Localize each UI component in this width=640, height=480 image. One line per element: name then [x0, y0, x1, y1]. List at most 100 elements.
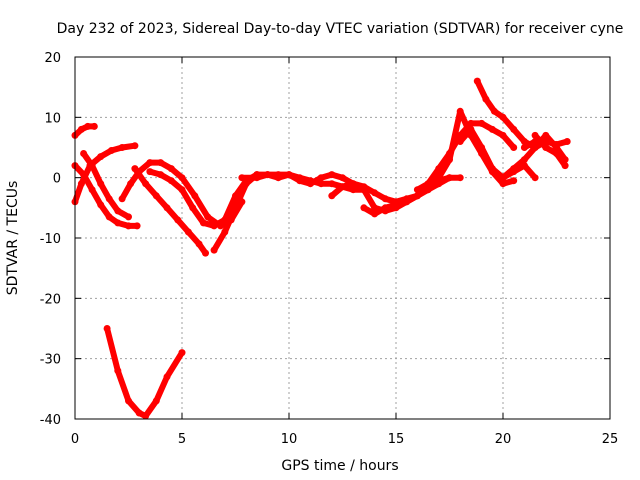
data-point [510, 125, 518, 133]
data-point [195, 240, 203, 248]
data-point [114, 207, 122, 215]
chart-title: Day 232 of 2023, Sidereal Day-to-day VTE… [57, 21, 624, 37]
data-point [413, 186, 421, 194]
y-tick-label: 20 [44, 51, 61, 66]
data-point [146, 168, 154, 176]
data-point [510, 177, 518, 185]
data-point [199, 219, 207, 227]
data-point [238, 174, 246, 182]
x-axis-label: GPS time / hours [281, 458, 398, 474]
data-point [125, 222, 132, 230]
data-point [242, 180, 250, 188]
data-point [424, 180, 432, 188]
data-point [435, 174, 443, 182]
data-point [381, 204, 389, 212]
data-point [274, 171, 282, 179]
data-point [490, 107, 498, 115]
data-point [77, 180, 85, 188]
data-point [488, 165, 496, 173]
data-point [467, 125, 475, 133]
data-point [520, 156, 528, 164]
data-point [103, 325, 111, 332]
data-point [157, 171, 165, 179]
data-point [296, 177, 304, 185]
data-point [553, 141, 560, 148]
data-point [84, 122, 92, 130]
data-point [189, 204, 197, 212]
data-point [317, 174, 325, 182]
data-point [133, 222, 141, 230]
data-point [105, 213, 113, 221]
data-point [127, 180, 135, 188]
data-point [510, 144, 518, 151]
data-point [392, 201, 400, 209]
data-point [221, 228, 229, 236]
data-point [456, 138, 464, 145]
data-point [88, 162, 96, 170]
data-point [446, 174, 453, 182]
data-point [184, 228, 192, 236]
data-point [488, 125, 496, 133]
x-tick-label: 15 [388, 432, 405, 447]
data-point [232, 204, 239, 212]
data-point [371, 210, 379, 218]
data-point [118, 144, 126, 151]
data-point [456, 107, 464, 115]
data-point [499, 131, 507, 139]
data-point [178, 186, 186, 194]
data-point [553, 150, 560, 157]
grid [75, 57, 610, 419]
data-point [152, 192, 160, 200]
data-point [191, 192, 199, 200]
data-point [178, 174, 186, 182]
data-point [285, 171, 293, 179]
data-point [131, 165, 139, 173]
data-point [264, 171, 272, 179]
data-point [202, 249, 209, 257]
data-point [328, 171, 336, 179]
data-point [157, 159, 165, 167]
data-point [446, 156, 453, 164]
data-point [114, 367, 122, 375]
y-tick-label: -40 [40, 413, 61, 428]
series-line-arc-12 [414, 108, 517, 193]
data-point [328, 192, 336, 200]
data-point [456, 174, 464, 182]
data-point [90, 122, 98, 130]
data-point [77, 125, 85, 133]
data-point [510, 165, 518, 173]
data-point [163, 204, 171, 212]
x-tick-label: 10 [281, 432, 298, 447]
data-point [80, 171, 88, 179]
data-point [167, 165, 175, 173]
data-point [563, 138, 571, 145]
x-tick-label: 5 [178, 432, 186, 447]
data-point [542, 144, 550, 151]
data-point [118, 195, 126, 203]
data-point [478, 144, 486, 151]
data-point [531, 131, 539, 139]
data-point [80, 150, 88, 157]
x-tick-label: 20 [495, 432, 512, 447]
series-line-arc-17 [532, 132, 569, 169]
data-point [306, 180, 314, 188]
axis-ticks: 0 5 10 15 20 25 20 10 0 -10 -20 -30 -40 [40, 51, 619, 447]
data-point [561, 162, 569, 170]
data-point [413, 192, 421, 200]
data-point [328, 180, 336, 188]
data-point [135, 409, 143, 417]
data-point [105, 195, 113, 203]
data-point [499, 113, 507, 121]
y-tick-label: -30 [40, 353, 61, 368]
data-point [482, 95, 490, 103]
data-point [146, 159, 154, 167]
data-point [152, 397, 160, 405]
data-point [371, 189, 379, 197]
data-point [349, 180, 357, 188]
data-point [204, 213, 212, 221]
x-tick-label: 25 [602, 432, 619, 447]
y-tick-label: 10 [44, 111, 61, 126]
x-tick-label: 0 [71, 432, 79, 447]
data-point [531, 174, 539, 182]
